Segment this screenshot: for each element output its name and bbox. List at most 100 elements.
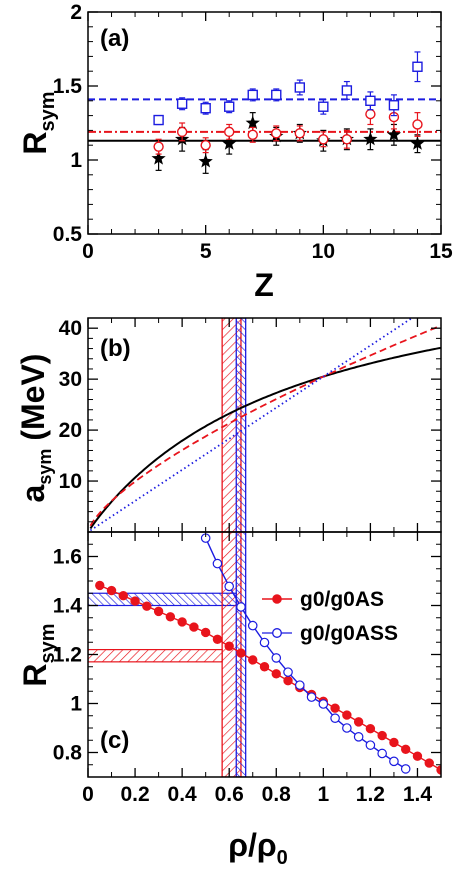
panel-b-y-tick-label: 20	[59, 419, 82, 442]
panel-a-y-tick-label: 1	[70, 149, 82, 172]
panel-c-legend: g0/g0AS g0/g0ASS	[262, 588, 398, 645]
series-point-g0-g0ass	[342, 723, 352, 733]
square-point	[388, 100, 400, 111]
circle-point	[294, 128, 305, 139]
series-point-g0-g0ass	[330, 713, 340, 723]
series-point-g0-g0as	[353, 717, 364, 727]
star-point	[363, 131, 378, 146]
panel-a-label: (a)	[100, 25, 129, 52]
star-point	[222, 136, 237, 150]
square-point	[365, 95, 376, 107]
series-point-g0-g0as	[271, 669, 281, 679]
panel-b-plot	[89, 318, 441, 532]
series-point-g0-g0as	[165, 612, 176, 622]
series-point-g0-g0as	[365, 724, 376, 734]
panel-c-x-tick-label: 1.4	[403, 783, 433, 806]
square-point	[153, 114, 164, 126]
panel-a-x-tick-label: 10	[312, 240, 335, 263]
series-point-g0-g0as	[177, 617, 187, 627]
series-point-g0-g0as	[283, 676, 293, 686]
circle-point	[247, 129, 258, 141]
series-point-g0-g0as	[259, 662, 270, 672]
panel-a-y-tick-label: 0.5	[53, 223, 83, 246]
star-point	[151, 151, 166, 165]
curve-dashed-red	[89, 324, 441, 527]
series-point-g0-g0ass	[389, 756, 399, 767]
series-point-g0-g0ass	[365, 740, 376, 750]
density-band-blue	[235, 318, 247, 532]
panel-a-axes: 0 5 10 15 0.5 1 1.5 2	[53, 1, 453, 263]
panel-c-label: (c)	[100, 727, 129, 754]
panel-c-y-tick-label: 1.2	[53, 644, 82, 667]
square-point	[223, 101, 235, 112]
series-point-g0-g0as	[424, 758, 434, 768]
series-point-g0-g0as	[224, 641, 234, 651]
panel-a-x-tick-label: 5	[200, 240, 212, 263]
legend-label-g0-g0as: g0/g0AS	[300, 588, 384, 611]
series-point-g0-g0as	[212, 634, 223, 645]
panel-a-x-tick-label: 0	[82, 240, 94, 263]
panel-c-x-axis-title: ρ/ρ0	[228, 827, 288, 869]
series-point-g0-g0ass	[259, 637, 270, 648]
curve-solid-black	[89, 346, 441, 530]
series-point-g0-g0as	[412, 751, 423, 761]
panel-c-y-axis-title-sub: sym	[37, 623, 59, 663]
series-point-g0-g0ass	[353, 732, 364, 742]
circle-point	[200, 139, 211, 151]
circle-point	[412, 119, 423, 130]
series-point-g0-g0ass	[306, 692, 317, 702]
panel-c-x-tick-label: 0	[82, 783, 94, 806]
panel-b-axes: 10 20 30 40	[59, 317, 442, 532]
star-point	[245, 115, 260, 130]
legend-marker-g0-g0as	[272, 594, 282, 604]
legend-marker-g0-g0ass	[272, 628, 282, 638]
series-point-g0-g0as	[106, 585, 117, 596]
star-point	[386, 127, 402, 141]
panel-b-y-tick-label: 30	[59, 368, 82, 391]
panel-c-axes: 0 0.2 0.4 0.6 0.8 1 1.2 1.4 0.8 1 1.2 1.4 1.6	[53, 532, 442, 806]
panel-a-y-tick-label: 2	[70, 1, 82, 24]
series-point-g0-g0ass	[294, 680, 305, 690]
panel-a-y-tick-label: 1.5	[53, 75, 83, 98]
panel-c-x-tick-label: 0.4	[168, 783, 198, 806]
panel-c-x-tick-label: 0.2	[120, 783, 149, 806]
square-point	[176, 98, 188, 109]
circle-point	[271, 128, 282, 139]
series-point-g0-g0as	[236, 648, 246, 658]
square-point	[271, 89, 282, 101]
circle-point	[318, 134, 329, 145]
square-point	[294, 82, 305, 93]
legend-label-g0-g0ass: g0/g0ASS	[300, 622, 398, 645]
panel-c-x-tick-label: 0.8	[262, 783, 292, 806]
series-point-g0-g0as	[95, 580, 105, 591]
series-point-g0-g0ass	[236, 602, 246, 612]
curve-dotted-blue	[89, 318, 414, 532]
panel-a-x-axis-title: Z	[254, 267, 274, 303]
panel-c-plot	[88, 532, 441, 777]
panel-c-y-axis-title-main: R	[17, 663, 53, 686]
panel-a-y-axis-title: Rsym	[17, 91, 59, 154]
series-point-g0-g0as	[377, 730, 387, 741]
panel-b-y-axis-title-rest: (MeV)	[15, 354, 51, 441]
series-point-g0-g0as	[342, 710, 352, 720]
panel-c-y-tick-label: 0.8	[53, 742, 83, 765]
panel-a-frame	[87, 11, 442, 235]
panel-a-x-tick-label: 15	[429, 240, 453, 263]
series-point-g0-g0ass	[283, 667, 293, 677]
circle-point	[153, 141, 164, 152]
series-point-g0-g0ass	[212, 558, 223, 569]
series-point-g0-g0ass	[271, 653, 282, 663]
ratio-band-red	[88, 648, 223, 663]
series-point-g0-g0as	[118, 591, 129, 601]
series-point-g0-g0as	[389, 737, 399, 748]
panel-c-x-axis-title-main: ρ/ρ	[228, 827, 276, 863]
series-point-g0-g0ass	[224, 581, 234, 592]
panel-b: 10 20 30 40 (b) asym (MeV)	[15, 317, 442, 533]
panel-c-y-tick-label: 1	[70, 693, 82, 716]
panel-c-y-tick-label: 1.4	[53, 595, 83, 618]
series-point-g0-g0as	[401, 744, 411, 755]
panel-c-x-tick-label: 1	[317, 783, 329, 806]
series-point-g0-g0ass	[377, 748, 387, 759]
ratio-band-blue	[88, 592, 237, 607]
panel-c-y-tick-label: 1.6	[53, 546, 82, 569]
